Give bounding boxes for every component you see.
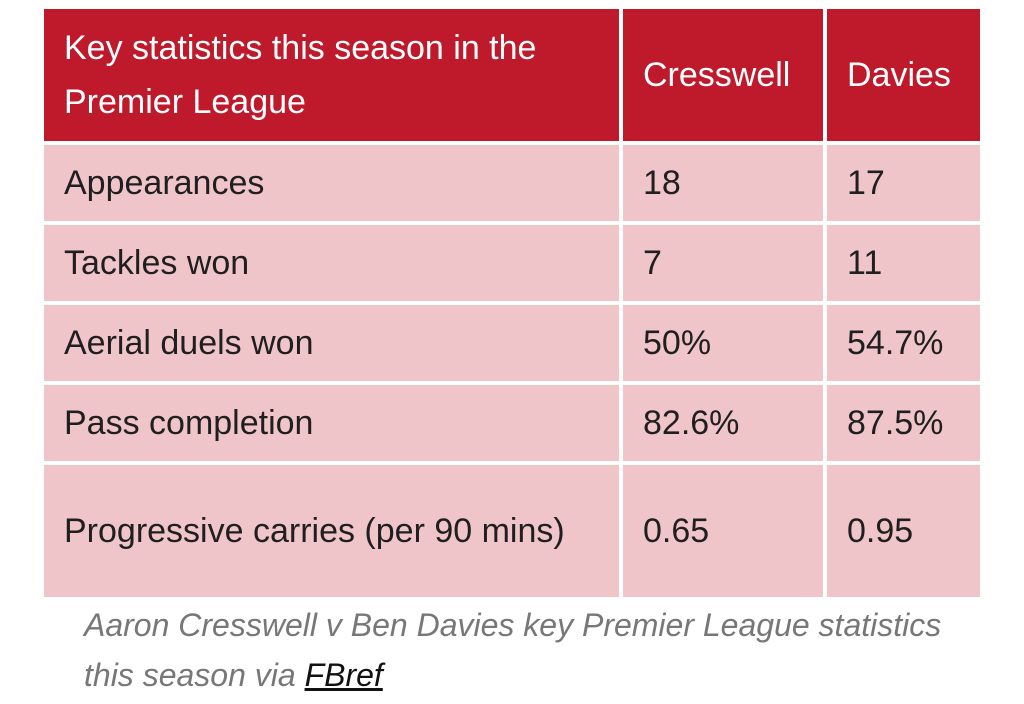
table-row: Appearances 18 17 [44, 145, 980, 221]
fbref-link[interactable]: FBref [304, 657, 383, 693]
davies-value: 0.95 [827, 465, 980, 597]
davies-value: 87.5% [827, 385, 980, 461]
stats-table: Key statistics this season in the Premie… [40, 5, 984, 601]
table-caption: Aaron Cresswell v Ben Davies key Premier… [84, 600, 984, 700]
table-row: Tackles won 7 11 [44, 225, 980, 301]
row-label: Aerial duels won [44, 305, 619, 381]
caption-text: Aaron Cresswell v Ben Davies key Premier… [84, 607, 942, 693]
davies-value: 54.7% [827, 305, 980, 381]
row-label: Appearances [44, 145, 619, 221]
row-label: Progressive carries (per 90 mins) [44, 465, 619, 597]
cresswell-value: 82.6% [623, 385, 823, 461]
header-davies: Davies [827, 9, 980, 141]
cresswell-value: 50% [623, 305, 823, 381]
row-label: Tackles won [44, 225, 619, 301]
row-label: Pass completion [44, 385, 619, 461]
table-header-row: Key statistics this season in the Premie… [44, 9, 980, 141]
davies-value: 11 [827, 225, 980, 301]
table-row: Pass completion 82.6% 87.5% [44, 385, 980, 461]
cresswell-value: 0.65 [623, 465, 823, 597]
davies-value: 17 [827, 145, 980, 221]
table-row: Progressive carries (per 90 mins) 0.65 0… [44, 465, 980, 597]
header-cresswell: Cresswell [623, 9, 823, 141]
table-row: Aerial duels won 50% 54.7% [44, 305, 980, 381]
header-stat-label: Key statistics this season in the Premie… [44, 9, 619, 141]
cresswell-value: 7 [623, 225, 823, 301]
cresswell-value: 18 [623, 145, 823, 221]
